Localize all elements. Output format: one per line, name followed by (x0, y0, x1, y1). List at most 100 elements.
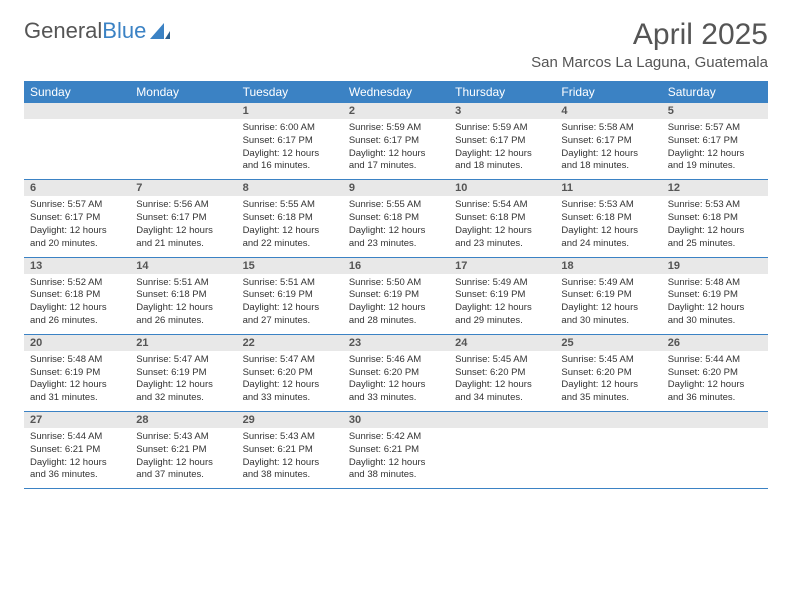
weekday-sunday: Sunday (24, 81, 130, 103)
daylight-text: Daylight: 12 hours and 25 minutes. (668, 225, 762, 251)
day-content: Sunrise: 5:51 AMSunset: 6:19 PMDaylight:… (237, 274, 343, 334)
daylight-text: Daylight: 12 hours and 30 minutes. (668, 302, 762, 328)
sunset-text: Sunset: 6:18 PM (349, 212, 443, 225)
sunrise-text: Sunrise: 5:48 AM (30, 354, 124, 367)
sunset-text: Sunset: 6:17 PM (561, 135, 655, 148)
sunset-text: Sunset: 6:18 PM (30, 289, 124, 302)
daylight-text: Daylight: 12 hours and 18 minutes. (455, 148, 549, 174)
week-row: 27Sunrise: 5:44 AMSunset: 6:21 PMDayligh… (24, 412, 768, 489)
sunrise-text: Sunrise: 5:48 AM (668, 277, 762, 290)
sunset-text: Sunset: 6:20 PM (561, 367, 655, 380)
sunrise-text: Sunrise: 5:59 AM (349, 122, 443, 135)
day-cell: 22Sunrise: 5:47 AMSunset: 6:20 PMDayligh… (237, 335, 343, 411)
day-cell (662, 412, 768, 488)
sunrise-text: Sunrise: 5:59 AM (455, 122, 549, 135)
logo-text-2: Blue (102, 18, 146, 44)
day-cell: 27Sunrise: 5:44 AMSunset: 6:21 PMDayligh… (24, 412, 130, 488)
day-number (449, 412, 555, 428)
weekday-saturday: Saturday (662, 81, 768, 103)
day-number (24, 103, 130, 119)
sunset-text: Sunset: 6:19 PM (30, 367, 124, 380)
day-number: 4 (555, 103, 661, 119)
sunrise-text: Sunrise: 5:55 AM (349, 199, 443, 212)
day-cell: 26Sunrise: 5:44 AMSunset: 6:20 PMDayligh… (662, 335, 768, 411)
daylight-text: Daylight: 12 hours and 17 minutes. (349, 148, 443, 174)
daylight-text: Daylight: 12 hours and 23 minutes. (455, 225, 549, 251)
day-content: Sunrise: 6:00 AMSunset: 6:17 PMDaylight:… (237, 119, 343, 179)
day-content (449, 428, 555, 488)
sunset-text: Sunset: 6:17 PM (30, 212, 124, 225)
day-content: Sunrise: 5:44 AMSunset: 6:20 PMDaylight:… (662, 351, 768, 411)
day-content: Sunrise: 5:56 AMSunset: 6:17 PMDaylight:… (130, 196, 236, 256)
day-content: Sunrise: 5:55 AMSunset: 6:18 PMDaylight:… (343, 196, 449, 256)
day-number: 3 (449, 103, 555, 119)
sunset-text: Sunset: 6:20 PM (243, 367, 337, 380)
day-content: Sunrise: 5:54 AMSunset: 6:18 PMDaylight:… (449, 196, 555, 256)
daylight-text: Daylight: 12 hours and 24 minutes. (561, 225, 655, 251)
daylight-text: Daylight: 12 hours and 26 minutes. (30, 302, 124, 328)
day-content: Sunrise: 5:46 AMSunset: 6:20 PMDaylight:… (343, 351, 449, 411)
day-cell: 8Sunrise: 5:55 AMSunset: 6:18 PMDaylight… (237, 180, 343, 256)
sunset-text: Sunset: 6:21 PM (243, 444, 337, 457)
sunrise-text: Sunrise: 5:45 AM (455, 354, 549, 367)
day-number: 26 (662, 335, 768, 351)
daylight-text: Daylight: 12 hours and 22 minutes. (243, 225, 337, 251)
sunset-text: Sunset: 6:17 PM (455, 135, 549, 148)
day-content: Sunrise: 5:52 AMSunset: 6:18 PMDaylight:… (24, 274, 130, 334)
day-number: 30 (343, 412, 449, 428)
sunrise-text: Sunrise: 5:58 AM (561, 122, 655, 135)
sunset-text: Sunset: 6:18 PM (668, 212, 762, 225)
day-cell: 13Sunrise: 5:52 AMSunset: 6:18 PMDayligh… (24, 258, 130, 334)
day-content: Sunrise: 5:58 AMSunset: 6:17 PMDaylight:… (555, 119, 661, 179)
sunrise-text: Sunrise: 5:53 AM (561, 199, 655, 212)
daylight-text: Daylight: 12 hours and 18 minutes. (561, 148, 655, 174)
daylight-text: Daylight: 12 hours and 20 minutes. (30, 225, 124, 251)
sunrise-text: Sunrise: 5:44 AM (30, 431, 124, 444)
day-cell: 10Sunrise: 5:54 AMSunset: 6:18 PMDayligh… (449, 180, 555, 256)
day-number: 27 (24, 412, 130, 428)
weekday-monday: Monday (130, 81, 236, 103)
day-cell: 24Sunrise: 5:45 AMSunset: 6:20 PMDayligh… (449, 335, 555, 411)
day-cell: 16Sunrise: 5:50 AMSunset: 6:19 PMDayligh… (343, 258, 449, 334)
day-number: 21 (130, 335, 236, 351)
day-content (24, 119, 130, 179)
header: GeneralBlue April 2025 San Marcos La Lag… (24, 18, 768, 71)
sunset-text: Sunset: 6:17 PM (349, 135, 443, 148)
day-number: 9 (343, 180, 449, 196)
page: GeneralBlue April 2025 San Marcos La Lag… (0, 0, 792, 507)
sunrise-text: Sunrise: 5:42 AM (349, 431, 443, 444)
sunset-text: Sunset: 6:19 PM (561, 289, 655, 302)
day-number (662, 412, 768, 428)
day-number: 28 (130, 412, 236, 428)
week-row: 20Sunrise: 5:48 AMSunset: 6:19 PMDayligh… (24, 335, 768, 412)
week-row: 1Sunrise: 6:00 AMSunset: 6:17 PMDaylight… (24, 103, 768, 180)
sunset-text: Sunset: 6:20 PM (455, 367, 549, 380)
day-cell: 9Sunrise: 5:55 AMSunset: 6:18 PMDaylight… (343, 180, 449, 256)
sunset-text: Sunset: 6:20 PM (668, 367, 762, 380)
day-content: Sunrise: 5:57 AMSunset: 6:17 PMDaylight:… (662, 119, 768, 179)
day-number: 7 (130, 180, 236, 196)
day-number: 22 (237, 335, 343, 351)
day-number: 6 (24, 180, 130, 196)
day-cell: 3 Sunrise: 5:59 AMSunset: 6:17 PMDaylight… (449, 103, 555, 179)
day-content: Sunrise: 5:51 AMSunset: 6:18 PMDaylight:… (130, 274, 236, 334)
day-cell: 15Sunrise: 5:51 AMSunset: 6:19 PMDayligh… (237, 258, 343, 334)
day-content: Sunrise: 5:47 AMSunset: 6:20 PMDaylight:… (237, 351, 343, 411)
daylight-text: Daylight: 12 hours and 33 minutes. (349, 379, 443, 405)
day-cell: 7Sunrise: 5:56 AMSunset: 6:17 PMDaylight… (130, 180, 236, 256)
day-number: 5 (662, 103, 768, 119)
daylight-text: Daylight: 12 hours and 21 minutes. (136, 225, 230, 251)
day-number: 19 (662, 258, 768, 274)
sunset-text: Sunset: 6:19 PM (349, 289, 443, 302)
logo: GeneralBlue (24, 18, 170, 44)
sunset-text: Sunset: 6:21 PM (136, 444, 230, 457)
day-cell: 12Sunrise: 5:53 AMSunset: 6:18 PMDayligh… (662, 180, 768, 256)
sunset-text: Sunset: 6:18 PM (136, 289, 230, 302)
month-title: April 2025 (531, 18, 768, 52)
day-content: Sunrise: 5:59 AMSunset: 6:17 PMDaylight:… (343, 119, 449, 179)
daylight-text: Daylight: 12 hours and 28 minutes. (349, 302, 443, 328)
day-number: 12 (662, 180, 768, 196)
day-cell: 28Sunrise: 5:43 AMSunset: 6:21 PMDayligh… (130, 412, 236, 488)
sunrise-text: Sunrise: 5:55 AM (243, 199, 337, 212)
day-cell: 14Sunrise: 5:51 AMSunset: 6:18 PMDayligh… (130, 258, 236, 334)
